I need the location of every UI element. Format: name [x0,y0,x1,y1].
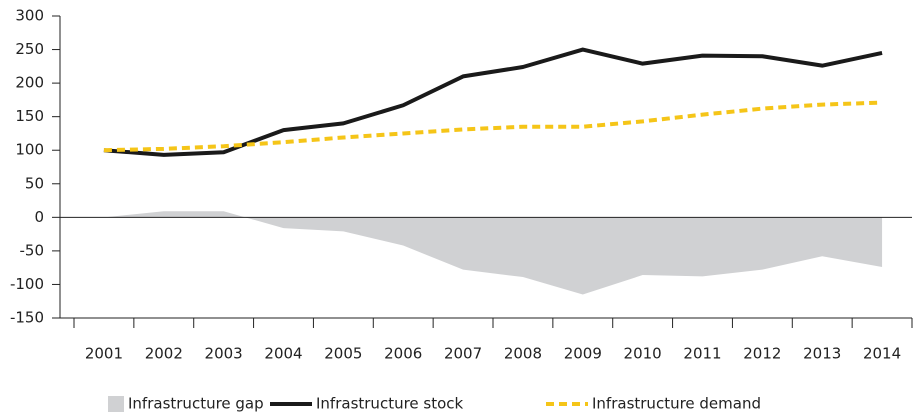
x-tick-label: 2003 [205,345,243,363]
x-tick-label: 2001 [85,345,123,363]
y-tick-label: 50 [25,174,44,192]
stock-line [103,47,883,157]
x-tick-label: 2013 [803,345,841,363]
y-tick-label: 150 [15,107,44,125]
y-tick-label: -50 [20,241,45,259]
x-tick-label: 2004 [264,345,302,363]
x-tick-label: 2002 [145,345,183,363]
y-tick-label: 200 [15,74,44,92]
x-tick-label: 2011 [683,345,721,363]
gap-area [103,211,883,295]
x-tick-label: 2012 [743,345,781,363]
demand-line [103,100,883,153]
x-tick-label: 2010 [624,345,662,363]
y-tick-label: 100 [15,141,44,159]
legend-label: Infrastructure demand [592,395,761,413]
x-tick-label: 2009 [564,345,602,363]
y-tick-label: -150 [10,309,44,327]
x-tick-label: 2008 [504,345,542,363]
y-tick-label: -100 [10,275,44,293]
x-tick-label: 2007 [444,345,482,363]
x-tick-label: 2006 [384,345,422,363]
y-tick-label: 0 [34,208,44,226]
x-tick-label: 2005 [324,345,362,363]
y-tick-label: 250 [15,40,44,58]
legend-label: Infrastructure gap [128,395,264,413]
x-tick-label: 2014 [863,345,901,363]
y-tick-label: 300 [15,7,44,25]
legend-swatch [108,396,124,412]
legend-label: Infrastructure stock [316,395,464,413]
